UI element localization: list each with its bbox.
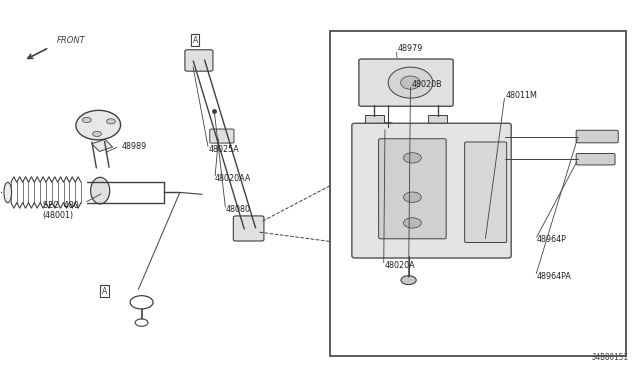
Text: 48979: 48979 (397, 44, 423, 53)
Circle shape (83, 118, 92, 123)
Ellipse shape (76, 110, 120, 140)
Circle shape (403, 218, 421, 228)
FancyBboxPatch shape (379, 139, 446, 239)
Circle shape (135, 319, 148, 326)
Text: 48025A: 48025A (209, 145, 239, 154)
Text: SEC. 480: SEC. 480 (43, 201, 79, 210)
Circle shape (401, 276, 416, 285)
Bar (365, 115, 384, 123)
Text: (48001): (48001) (43, 211, 74, 220)
Circle shape (381, 122, 396, 131)
Text: 48020A: 48020A (385, 261, 415, 270)
FancyBboxPatch shape (185, 50, 213, 71)
FancyBboxPatch shape (576, 154, 615, 165)
Text: 48020B: 48020B (412, 80, 442, 89)
Text: 48964P: 48964P (537, 235, 566, 244)
Text: FRONT: FRONT (57, 36, 86, 45)
Ellipse shape (401, 76, 420, 89)
Text: 48964PA: 48964PA (537, 272, 572, 281)
Bar (428, 115, 447, 123)
Circle shape (403, 192, 421, 202)
FancyBboxPatch shape (576, 130, 618, 143)
Text: 48011M: 48011M (506, 91, 538, 100)
Circle shape (106, 119, 115, 124)
Ellipse shape (91, 177, 109, 204)
FancyBboxPatch shape (352, 123, 511, 258)
Bar (330, 31, 626, 356)
FancyBboxPatch shape (465, 142, 507, 243)
Text: J4B80151: J4B80151 (592, 353, 629, 362)
Circle shape (403, 153, 421, 163)
Text: 48020AA: 48020AA (215, 174, 252, 183)
Text: 48080: 48080 (226, 205, 251, 215)
Text: A: A (102, 287, 108, 296)
FancyBboxPatch shape (210, 129, 234, 143)
Ellipse shape (388, 67, 433, 98)
FancyBboxPatch shape (359, 59, 453, 106)
Text: A: A (193, 36, 198, 45)
FancyBboxPatch shape (234, 216, 264, 241)
Text: 48989: 48989 (121, 142, 147, 151)
Bar (92, 140, 113, 151)
Circle shape (130, 296, 153, 309)
Circle shape (93, 131, 102, 137)
Ellipse shape (4, 182, 12, 203)
